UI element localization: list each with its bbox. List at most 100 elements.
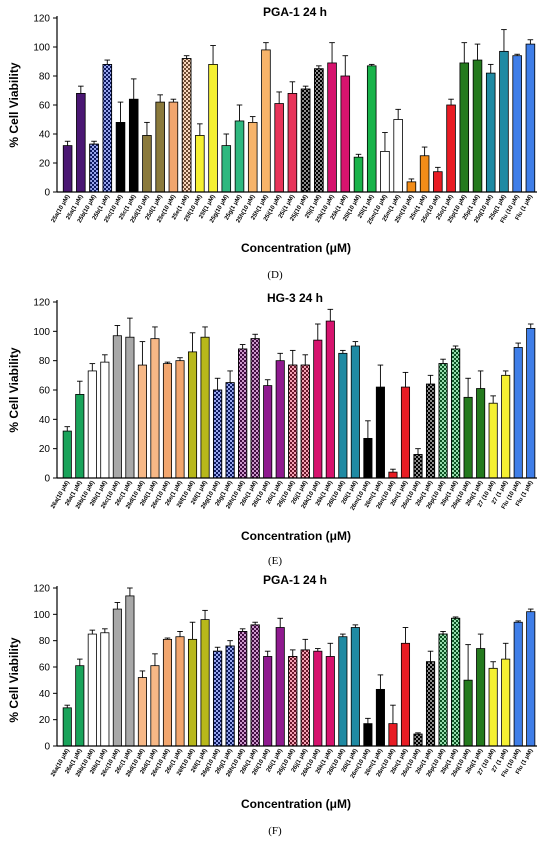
bar — [112, 335, 122, 479]
bar — [526, 611, 536, 747]
bar — [200, 336, 210, 479]
bar — [380, 150, 390, 193]
bar — [128, 98, 139, 193]
chart-title: HG-3 24 h — [267, 291, 323, 305]
bar-tint — [438, 633, 448, 747]
y-tick-labels: 0 20 40 60 80 100 120 — [33, 14, 50, 199]
bar — [406, 181, 417, 193]
bar — [234, 120, 245, 193]
bar-tint — [413, 454, 423, 479]
bar — [274, 103, 284, 193]
bar — [327, 62, 337, 193]
panel-label-d: (D) — [267, 269, 283, 281]
bar-tint — [451, 348, 461, 479]
y-tick-label: 60 — [39, 386, 51, 397]
bar-tint — [225, 382, 235, 479]
bar — [287, 93, 298, 193]
bar-tint — [181, 58, 192, 193]
bar — [125, 336, 135, 479]
bar — [137, 677, 147, 747]
x-axis-label: Concentration (μM) — [241, 529, 351, 543]
bar-tint — [102, 64, 113, 193]
y-tick-label: 20 — [39, 715, 51, 726]
x-tick-labels: 25a(10 μM)25a(1 μM)25b(10 μM)25b(1 μM)25… — [51, 194, 534, 226]
bar — [261, 49, 271, 193]
bar — [313, 339, 323, 479]
bar — [366, 65, 377, 193]
y-tick-label: 40 — [39, 415, 51, 426]
bar-tint — [89, 143, 99, 193]
bar-tint — [300, 364, 310, 479]
bars-group — [62, 595, 536, 747]
bar — [208, 64, 218, 193]
y-tick-label: 100 — [33, 327, 50, 338]
y-tick-labels: 0 20 40 60 80 100 120 — [33, 298, 50, 485]
bar — [363, 437, 373, 479]
bar — [247, 122, 258, 193]
bar-tint — [300, 649, 310, 747]
y-tick-label: 0 — [44, 474, 50, 485]
bar — [419, 155, 430, 193]
y-tick-label: 80 — [39, 72, 51, 83]
bar-tint — [425, 661, 436, 747]
bar — [112, 608, 122, 747]
bar — [75, 665, 85, 747]
bars-group — [62, 320, 536, 479]
y-tick-label: 60 — [39, 101, 51, 112]
chart-title: PGA-1 24 h — [263, 5, 327, 19]
y-axis-label: % Cell Viability — [7, 62, 21, 147]
axes-group — [53, 586, 537, 747]
bar — [187, 351, 198, 479]
bar — [363, 723, 373, 747]
bar — [87, 633, 97, 747]
panel-label-f: (F) — [268, 825, 282, 837]
bar-tint — [250, 624, 260, 747]
bar — [100, 632, 110, 747]
error-bars-group — [64, 587, 534, 735]
chart-e: HG-3 24 h % Cell Viability Concentration… — [7, 291, 537, 543]
y-tick-labels: 0 20 40 60 80 100 120 — [33, 584, 50, 753]
y-tick-label: 40 — [39, 130, 51, 141]
bar — [340, 75, 351, 193]
bar-tint — [413, 733, 423, 747]
bar — [501, 658, 511, 747]
bar — [187, 638, 198, 747]
bar — [115, 122, 126, 193]
bar — [150, 665, 160, 747]
bar-tint — [451, 617, 461, 747]
bar — [488, 667, 498, 747]
bar — [350, 627, 360, 747]
bar — [400, 386, 411, 479]
bar — [137, 364, 147, 479]
bars-group — [62, 43, 536, 193]
x-tick-labels: 26a(10 μM)26a(1 μM)26b(10 μM)26b(1 μM)26… — [50, 480, 534, 512]
bar — [513, 347, 523, 479]
bar — [512, 55, 522, 193]
bar — [155, 101, 165, 193]
axes-group — [53, 16, 537, 193]
bar — [472, 59, 483, 193]
bar-tint — [238, 348, 248, 479]
bar-tint — [238, 631, 248, 747]
bar — [393, 119, 403, 193]
bar — [526, 327, 536, 479]
y-tick-label: 60 — [39, 663, 51, 674]
chart-d: PGA-1 24 h % Cell Viability Concentratio… — [7, 5, 537, 255]
bar — [338, 636, 348, 747]
bar — [313, 650, 323, 747]
bar — [263, 385, 273, 479]
bar-tint — [213, 389, 223, 479]
x-tick-labels: 26a(10 μM)26a(1 μM)26b(10 μM)26b(1 μM)26… — [50, 748, 534, 780]
y-tick-label: 100 — [33, 610, 50, 621]
bar — [325, 320, 335, 479]
bar — [175, 636, 185, 747]
bar-tint — [225, 645, 235, 747]
x-axis-label: Concentration (μM) — [241, 797, 351, 811]
bar — [275, 627, 285, 747]
bar — [125, 595, 135, 747]
axes-group — [53, 300, 537, 479]
bar — [463, 396, 473, 479]
bar — [388, 471, 398, 479]
y-axis-label: % Cell Viability — [7, 347, 21, 432]
bar — [195, 135, 205, 193]
